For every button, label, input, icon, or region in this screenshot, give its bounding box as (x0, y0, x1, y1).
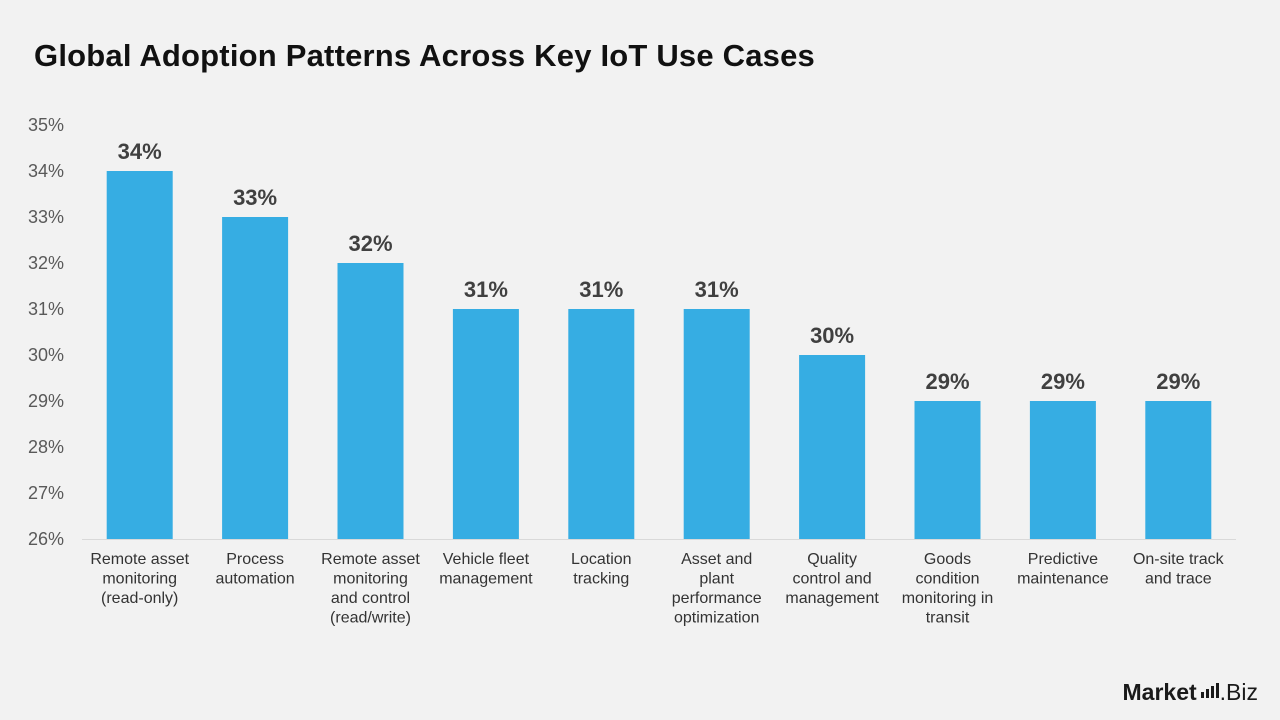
x-tick-label: Predictive maintenance (1017, 551, 1109, 588)
x-tick-label-line: management (785, 590, 879, 607)
brand-suffix: .Biz (1219, 679, 1258, 705)
x-tick-label-line: monitoring in (902, 590, 994, 607)
x-tick-label: Process automation (216, 551, 295, 588)
x-tick-label-line: management (439, 571, 533, 588)
data-label: 31% (695, 277, 739, 302)
bar (452, 309, 519, 539)
x-tick-label: Goods condition monitoring in transit (902, 551, 994, 627)
data-label: 31% (579, 277, 623, 302)
x-tick-label: Vehicle fleet management (439, 551, 533, 588)
data-label: 31% (464, 277, 508, 302)
data-label: 29% (1156, 369, 1200, 394)
data-label: 29% (925, 369, 969, 394)
y-axis: 26% 27% 28% 29% 30% 31% 32% 33% 34% 35% (28, 115, 64, 549)
brand-name: Market (1122, 679, 1197, 705)
data-label: 33% (233, 185, 277, 210)
bar (337, 263, 404, 539)
y-tick-label: 27% (28, 483, 64, 503)
x-tick-label: Remote asset monitoring and control (read/w… (321, 551, 420, 627)
x-axis: Remote asset monitoring (read-only) Process… (82, 539, 1236, 627)
x-tick-label: Asset and plant performance optimization (672, 551, 762, 627)
y-tick-label: 26% (28, 529, 64, 549)
x-tick-label-line: control and (793, 571, 872, 588)
x-tick-label-line: tracking (573, 571, 629, 588)
y-tick-label: 28% (28, 437, 64, 457)
x-tick-label-line: (read-only) (101, 590, 178, 607)
bar (1029, 401, 1096, 539)
bars (106, 171, 1212, 539)
x-tick-label-line: (read/write) (330, 610, 411, 627)
data-label: 32% (348, 231, 392, 256)
x-tick-label-line: performance (672, 590, 762, 607)
y-tick-label: 31% (28, 299, 64, 319)
bar (222, 217, 289, 539)
x-tick-label: On-site track and trace (1133, 551, 1225, 588)
bar (106, 171, 173, 539)
y-tick-label: 33% (28, 207, 64, 227)
y-tick-label: 30% (28, 345, 64, 365)
bar (914, 401, 981, 539)
x-tick-label: Remote asset monitoring (read-only) (90, 551, 189, 607)
x-tick-label-line: monitoring (102, 571, 177, 588)
brand-logo: Market .Biz (1123, 679, 1259, 706)
x-tick-label-line: Asset and (681, 551, 752, 568)
y-tick-label: 29% (28, 391, 64, 411)
data-label: 29% (1041, 369, 1085, 394)
x-tick-label-line: automation (216, 571, 295, 588)
x-tick-label-line: Remote asset (321, 551, 420, 568)
y-tick-label: 35% (28, 115, 64, 135)
bar (1145, 401, 1212, 539)
data-labels: 34% 33% 32% 31% 31% 31% 30% 29% 29% 29% (118, 139, 1201, 394)
x-tick-label-line: monitoring (333, 571, 408, 588)
x-tick-label-line: Goods (924, 551, 971, 568)
x-tick-label-line: Vehicle fleet (443, 551, 530, 568)
x-tick-label-line: and control (331, 590, 410, 607)
bar (568, 309, 635, 539)
x-tick-label-line: and trace (1145, 571, 1212, 588)
bar (799, 355, 866, 539)
chart-title: Global Adoption Patterns Across Key IoT … (34, 38, 815, 73)
x-tick-label-line: On-site track (1133, 551, 1225, 568)
data-label: 30% (810, 323, 854, 348)
data-label: 34% (118, 139, 162, 164)
x-tick-label-line: Process (226, 551, 284, 568)
x-tick-label: Location tracking (571, 551, 632, 588)
y-tick-label: 34% (28, 161, 64, 181)
bar (683, 309, 750, 539)
brand-bars-icon (1199, 683, 1219, 698)
x-tick-label-line: optimization (674, 610, 759, 627)
x-tick-label-line: Predictive (1028, 551, 1098, 568)
x-tick-label-line: maintenance (1017, 571, 1109, 588)
x-tick-label-line: transit (926, 610, 970, 627)
x-tick-label-line: condition (915, 571, 979, 588)
x-tick-label-line: Location (571, 551, 632, 568)
x-tick-label-line: plant (699, 571, 734, 588)
x-tick-label: Quality control and management (785, 551, 879, 607)
x-tick-label-line: Quality (807, 551, 857, 568)
x-tick-label-line: Remote asset (90, 551, 189, 568)
y-tick-label: 32% (28, 253, 64, 273)
